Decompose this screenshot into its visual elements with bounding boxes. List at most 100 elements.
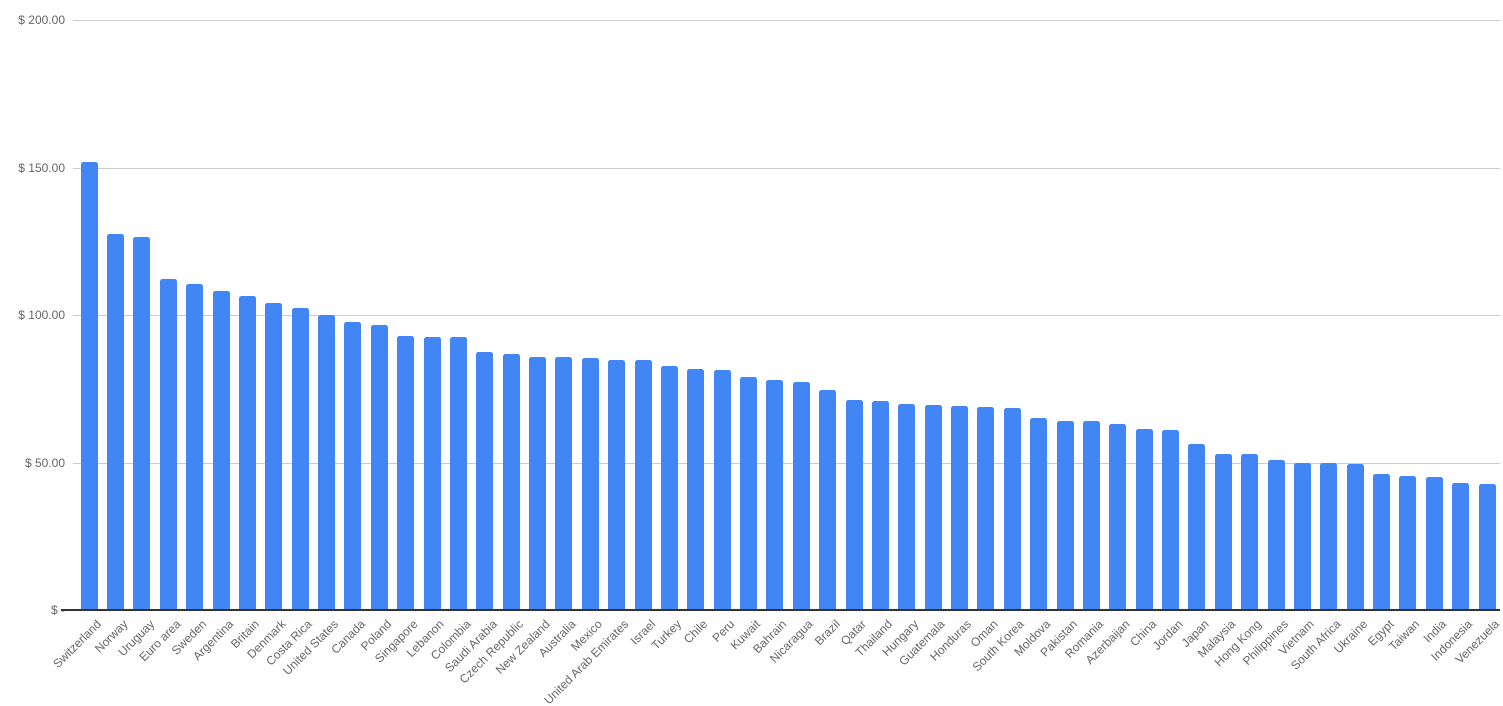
bar-slot-azerbaijan	[1105, 20, 1131, 610]
x-axis-baseline	[61, 609, 1500, 611]
bar-slot-mexico	[577, 20, 603, 610]
bar-slot-jordan	[1157, 20, 1183, 610]
bar-slot-nicaragua	[788, 20, 814, 610]
bar-peru	[713, 370, 731, 610]
bar-slot-south-africa	[1316, 20, 1342, 610]
bar-uruguay	[133, 237, 151, 610]
bar-ukraine	[1346, 464, 1364, 610]
bar-slot-thailand	[867, 20, 893, 610]
bar-costa-rica	[291, 308, 309, 610]
bar-slot-qatar	[841, 20, 867, 610]
bar-slot-bahrain	[762, 20, 788, 610]
bar-slot-saudi-arabia	[472, 20, 498, 610]
y-tick-label-50: $ 50.00	[24, 455, 65, 470]
bar-slot-taiwan	[1395, 20, 1421, 610]
bar-saudi-arabia	[476, 352, 494, 610]
bar-hungary	[898, 404, 916, 610]
y-tick-label-100: $ 100.00	[18, 308, 65, 322]
bar-south-korea	[1003, 408, 1021, 610]
bar-venezuela	[1478, 484, 1496, 610]
bar-slot-philippines	[1263, 20, 1289, 610]
bar-slot-costa-rica	[287, 20, 313, 610]
bar-slot-poland	[366, 20, 392, 610]
bar-slot-india	[1421, 20, 1447, 610]
bar-japan	[1188, 444, 1206, 610]
bar-sweden	[186, 284, 204, 610]
bar-slot-colombia	[445, 20, 471, 610]
bar-guatemala	[924, 405, 942, 610]
bar-nicaragua	[792, 382, 810, 610]
bar-slot-moldova	[1026, 20, 1052, 610]
bar-slot-singapore	[393, 20, 419, 610]
bar-united-arab-emirates	[608, 360, 626, 610]
x-label-brazil: Brazil	[811, 617, 843, 649]
bar-slot-israel	[630, 20, 656, 610]
bar-slot-canada	[340, 20, 366, 610]
bar-slot-denmark	[261, 20, 287, 610]
bar-india	[1425, 477, 1443, 610]
bar-slot-brazil	[815, 20, 841, 610]
bar-slot-uruguay	[129, 20, 155, 610]
bar-taiwan	[1399, 476, 1417, 610]
bar-romania	[1082, 421, 1100, 610]
gridline-150	[73, 167, 1500, 169]
bar-moldova	[1030, 418, 1048, 610]
y-tick-label-0: $ -	[50, 603, 65, 617]
bar-vietnam	[1293, 463, 1311, 610]
bar-slot-euro-area	[155, 20, 181, 610]
bar-jordan	[1162, 430, 1180, 610]
bar-slot-norway	[102, 20, 128, 610]
bar-slot-honduras	[946, 20, 972, 610]
bar-slot-egypt	[1368, 20, 1394, 610]
bar-bahrain	[766, 380, 784, 610]
bar-thailand	[871, 401, 889, 610]
bar-slot-vietnam	[1289, 20, 1315, 610]
bar-mexico	[581, 358, 599, 610]
bar-slot-kuwait	[735, 20, 761, 610]
x-label-chile: Chile	[681, 617, 711, 647]
bar-slot-hong-kong	[1237, 20, 1263, 610]
bar-slot-turkey	[656, 20, 682, 610]
bar-switzerland	[80, 162, 98, 610]
bar-slot-hungary	[894, 20, 920, 610]
bar-hong-kong	[1241, 454, 1259, 610]
bar-slot-south-korea	[999, 20, 1025, 610]
bar-oman	[977, 407, 995, 610]
bar-philippines	[1267, 460, 1285, 610]
y-tick-label-150: $ 150.00	[18, 160, 65, 175]
bar-slot-united-arab-emirates	[604, 20, 630, 610]
bar-euro-area	[159, 279, 177, 610]
bar-china	[1135, 429, 1153, 610]
bar-united-states	[318, 315, 336, 610]
bar-lebanon	[423, 337, 441, 610]
bar-slot-australia	[551, 20, 577, 610]
bar-singapore	[397, 336, 415, 610]
bar-slot-oman	[973, 20, 999, 610]
bar-slot-china	[1131, 20, 1157, 610]
bar-slot-peru	[709, 20, 735, 610]
gridline-200	[73, 20, 1500, 21]
bar-chile	[687, 369, 705, 610]
bar-slot-sweden	[182, 20, 208, 610]
bar-slot-britain	[234, 20, 260, 610]
bar-slot-japan	[1184, 20, 1210, 610]
bars-layer	[76, 20, 1500, 610]
bar-czech-republic	[502, 354, 520, 610]
bar-slot-guatemala	[920, 20, 946, 610]
bar-kuwait	[740, 377, 758, 610]
bar-egypt	[1373, 474, 1391, 610]
bar-qatar	[845, 400, 863, 610]
bar-slot-argentina	[208, 20, 234, 610]
bar-slot-new-zealand	[524, 20, 550, 610]
bar-slot-ukraine	[1342, 20, 1368, 610]
bar-turkey	[660, 366, 678, 610]
bar-brazil	[819, 390, 837, 610]
bar-slot-switzerland	[76, 20, 102, 610]
bar-norway	[107, 234, 125, 610]
bar-slot-united-states	[313, 20, 339, 610]
bar-azerbaijan	[1109, 424, 1127, 610]
gridline-50	[73, 462, 1500, 464]
bar-new-zealand	[529, 357, 547, 610]
bar-slot-venezuela	[1474, 20, 1500, 610]
bar-malaysia	[1214, 454, 1232, 610]
